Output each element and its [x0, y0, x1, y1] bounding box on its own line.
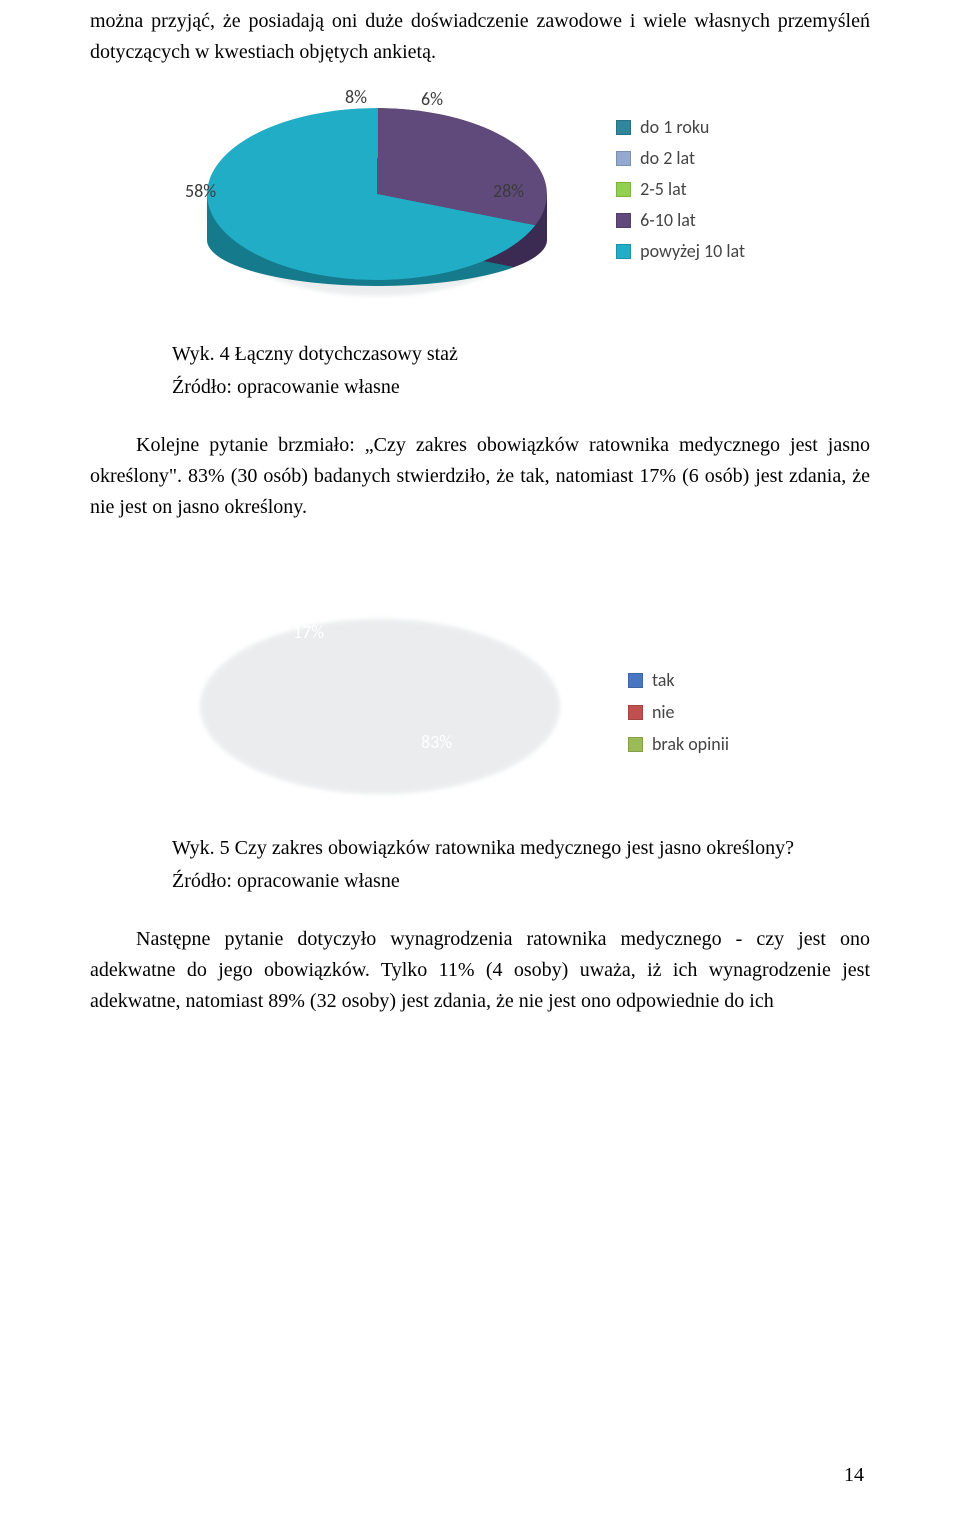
legend-label: brak opinii: [652, 733, 729, 755]
legend-item: 2-5 lat: [616, 178, 745, 200]
legend-swatch: [628, 673, 643, 688]
legend-swatch: [616, 151, 631, 166]
legend-label: do 2 lat: [640, 147, 695, 169]
chart-2-pie: [200, 599, 560, 777]
page: można przyjąć, że posiadają oni duże doś…: [0, 0, 960, 1515]
legend-item: brak opinii: [628, 733, 729, 755]
chart-2-caption-line1: Wyk. 5 Czy zakres obowiązków ratownika m…: [90, 834, 870, 863]
legend-label: 2-5 lat: [640, 178, 686, 200]
legend-swatch: [616, 182, 631, 197]
chart-1-caption-line1: Wyk. 4 Łączny dotychczasowy staż: [90, 340, 870, 369]
legend-label: powyżej 10 lat: [640, 240, 745, 262]
legend-item: tak: [628, 669, 729, 691]
chart-1: 58% 8% 6% 28% do 1 roku do 2 lat 2-5 lat 6-…: [185, 86, 775, 326]
legend-swatch: [628, 737, 643, 752]
legend-swatch: [616, 213, 631, 228]
legend-item: 6-10 lat: [616, 209, 745, 231]
legend-item: powyżej 10 lat: [616, 240, 745, 262]
legend-label: 6-10 lat: [640, 209, 696, 231]
legend-swatch: [616, 244, 631, 259]
chart-2-wrap: 17% 83% tak nie brak opinii: [90, 583, 870, 808]
chart-1-label-58: 58%: [185, 180, 216, 202]
legend-label: nie: [652, 701, 675, 723]
legend-item: do 1 roku: [616, 116, 745, 138]
chart-1-label-28: 28%: [493, 180, 524, 202]
chart-1-legend: do 1 roku do 2 lat 2-5 lat 6-10 lat powyżej …: [616, 116, 745, 271]
chart-2-label-17: 17%: [293, 621, 324, 643]
chart-1-caption-line2: Źródło: opracowanie własne: [90, 373, 870, 402]
chart-1-label-8: 8%: [345, 86, 367, 108]
paragraph-mid: Kolejne pytanie brzmiało: „Czy zakres ob…: [90, 430, 870, 523]
legend-label: tak: [652, 669, 675, 691]
paragraph-top: można przyjąć, że posiadają oni duże doś…: [90, 0, 870, 68]
chart-1-wrap: 58% 8% 6% 28% do 1 roku do 2 lat 2-5 lat 6-…: [90, 86, 870, 326]
legend-item: nie: [628, 701, 729, 723]
chart-2-legend: tak nie brak opinii: [628, 669, 729, 765]
paragraph-bottom: Następne pytanie dotyczyło wynagrodzenia…: [90, 924, 870, 1017]
page-number: 14: [844, 1464, 864, 1487]
legend-swatch: [616, 120, 631, 135]
chart-2: 17% 83% tak nie brak opinii: [185, 583, 775, 808]
chart-2-caption-line2: Źródło: opracowanie własne: [90, 867, 870, 896]
legend-swatch: [628, 705, 643, 720]
chart-1-label-6: 6%: [421, 88, 443, 110]
legend-item: do 2 lat: [616, 147, 745, 169]
chart-2-label-83: 83%: [421, 731, 452, 753]
legend-label: do 1 roku: [640, 116, 709, 138]
